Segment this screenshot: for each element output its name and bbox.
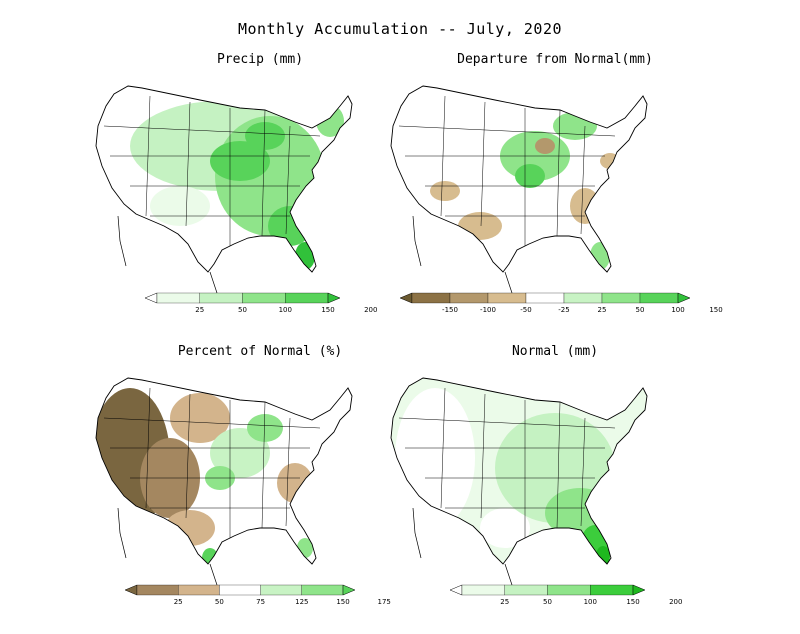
colorbar: [144, 292, 341, 304]
colorbar-tick-label: 150: [321, 306, 335, 314]
colorbar-swatch: [136, 584, 179, 596]
panel-title: Normal (mm): [511, 344, 599, 359]
colorbar-swatch: [411, 292, 451, 304]
colorbar-max-arrow: [327, 292, 341, 304]
colorbar-swatch: [242, 292, 286, 304]
colorbar-max-arrow: [342, 584, 356, 596]
colorbar-tick-label: 25: [173, 598, 183, 606]
state-boundary: [185, 101, 191, 227]
colorbar-max-arrow: [677, 292, 691, 304]
colorbar-swatch: [601, 292, 641, 304]
state-boundary: [185, 393, 191, 519]
state-boundary: [480, 393, 486, 519]
us-map-precip: [95, 85, 353, 297]
colorbar-swatch: [504, 584, 548, 596]
colorbar-swatch: [525, 292, 565, 304]
colorbar-swatch: [563, 292, 603, 304]
colorbar-tick-label: -50: [520, 306, 532, 314]
legend-precip: 25 50 100 150 200: [144, 290, 377, 320]
us-outline: [95, 85, 353, 273]
state-boundary: [261, 109, 266, 237]
colorbar-tick-label: 50: [238, 306, 247, 314]
us-map-normal: [390, 377, 648, 589]
mexico-coastline: [117, 507, 219, 589]
colorbar-swatch: [547, 584, 591, 596]
colorbar-min-arrow: [399, 292, 413, 304]
colorbar-swatch: [301, 584, 344, 596]
colorbar-tick-label: 100: [583, 598, 597, 606]
state-boundary: [261, 401, 266, 529]
colorbar-swatch: [199, 292, 243, 304]
legend-normal: 25 50 100 150 200: [449, 582, 682, 612]
panel-normal: Normal (mm): [385, 344, 725, 634]
state-boundary: [480, 101, 486, 227]
colorbar-tick-label: -150: [442, 306, 458, 314]
colorbar-tick-label: 50: [543, 598, 552, 606]
colorbar-tick-label: 25: [195, 306, 205, 314]
colorbar-min-arrow: [449, 584, 463, 596]
colorbar-tick-label: 100: [671, 306, 685, 314]
legend-percent: 25 50 75 125 150 175: [124, 582, 391, 612]
figure-title: Monthly Accumulation -- July, 2020: [237, 20, 563, 38]
colorbar-min-arrow: [144, 292, 158, 304]
state-boundary: [398, 125, 616, 137]
colorbar-swatch: [178, 584, 220, 596]
colorbar-tick-label: -25: [558, 306, 570, 314]
colorbar-swatch: [461, 584, 505, 596]
panel-departure: Departure from Normal(mm): [385, 52, 725, 342]
colorbar: [449, 584, 646, 596]
colorbar-tick-label: 25: [597, 306, 607, 314]
panel-title: Percent of Normal (%): [177, 344, 343, 359]
precip-fill: [391, 378, 647, 564]
colorbar: [399, 292, 691, 304]
colorbar-swatch: [639, 292, 679, 304]
mexico-coastline: [117, 215, 219, 297]
colorbar-tick-label: 100: [278, 306, 292, 314]
colorbar-swatch: [449, 292, 489, 304]
mexico-coastline: [412, 215, 514, 297]
legend-departure: -150 -100 -50 -25 25 50 100 150: [399, 290, 723, 320]
state-boundary: [103, 125, 321, 137]
colorbar-tick-label: 50: [214, 598, 224, 606]
precip-fill: [96, 86, 352, 272]
colorbar-max-arrow: [632, 584, 646, 596]
colorbar-tick-label: 150: [336, 598, 350, 606]
state-boundary: [556, 401, 561, 529]
panel-title: Departure from Normal(mm): [457, 52, 653, 67]
mexico-coastline: [412, 507, 514, 589]
colorbar-tick-label: -100: [480, 306, 496, 314]
colorbar-min-arrow: [124, 584, 138, 596]
colorbar-swatch: [590, 584, 634, 596]
colorbar-tick-label: 175: [377, 598, 391, 606]
colorbar-swatch: [487, 292, 527, 304]
state-boundary: [103, 417, 321, 429]
colorbar-tick-label: 150: [709, 306, 723, 314]
colorbar-swatch: [285, 292, 329, 304]
colorbar-tick-label: 150: [626, 598, 640, 606]
colorbar-tick-label: 75: [256, 598, 266, 606]
state-boundary: [556, 109, 561, 237]
colorbar-tick-label: 200: [364, 306, 378, 314]
colorbar-swatch: [260, 584, 302, 596]
colorbar-swatch: [156, 292, 200, 304]
colorbar-swatch: [219, 584, 261, 596]
colorbar-tick-label: 200: [669, 598, 683, 606]
colorbar-tick-label: 125: [295, 598, 309, 606]
us-map-percent: [95, 377, 353, 589]
us-outline: [390, 85, 648, 273]
panel-title: Precip (mm): [216, 52, 304, 67]
us-outline: [390, 377, 648, 565]
colorbar: [124, 584, 356, 596]
us-outline: [95, 377, 353, 565]
panel-precip: Precip (mm): [90, 52, 430, 342]
colorbar-tick-label: 50: [635, 306, 645, 314]
us-map-departure: [390, 85, 648, 297]
precip-fill: [96, 378, 352, 564]
colorbar-tick-label: 25: [500, 598, 510, 606]
panel-percent: Percent of Normal (%): [90, 344, 430, 634]
state-boundary: [398, 417, 616, 429]
